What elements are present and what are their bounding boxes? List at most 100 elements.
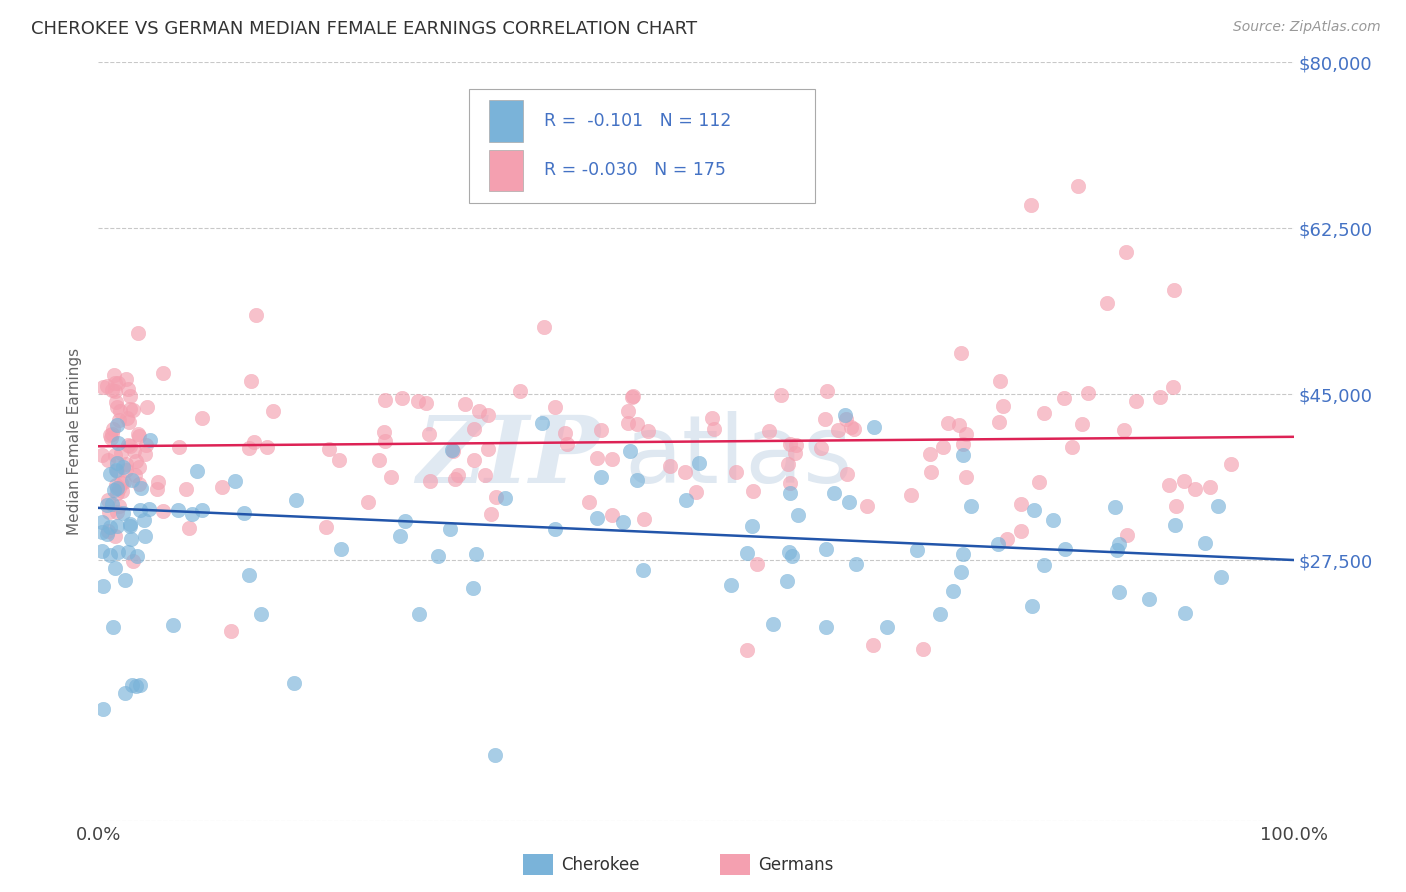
Point (91, 701, 114, 715)
Text: Source: ZipAtlas.com: Source: ZipAtlas.com (1233, 20, 1381, 34)
Point (108, 481, 131, 495)
Point (586, 511, 609, 525)
Text: Germans: Germans (758, 855, 834, 873)
Point (391, 391, 413, 405)
Point (950, 565, 973, 579)
Point (675, 493, 697, 508)
Point (122, 444, 145, 458)
Point (394, 514, 416, 528)
Point (318, 442, 340, 456)
FancyBboxPatch shape (489, 150, 523, 191)
Point (96, 378, 118, 392)
Point (128, 476, 150, 491)
Point (463, 453, 485, 467)
Point (98, 427, 121, 442)
Point (845, 557, 868, 571)
Point (128, 503, 150, 517)
Point (389, 529, 412, 543)
Point (485, 490, 508, 504)
Point (315, 520, 337, 534)
Point (591, 469, 613, 483)
Point (1163, 283, 1185, 297)
Point (368, 453, 391, 467)
Point (97, 505, 120, 519)
Point (453, 397, 475, 411)
Point (443, 472, 465, 486)
Point (415, 396, 437, 410)
Point (374, 392, 396, 407)
Point (146, 475, 169, 489)
Point (912, 642, 935, 657)
Point (167, 441, 190, 455)
Point (578, 495, 600, 509)
Point (758, 424, 780, 438)
Point (1115, 244, 1137, 259)
Point (112, 475, 135, 489)
Point (100, 427, 122, 442)
FancyBboxPatch shape (470, 89, 815, 202)
Point (700, 411, 723, 425)
Point (589, 423, 612, 437)
Point (128, 460, 150, 475)
Point (810, 441, 832, 455)
Point (827, 423, 849, 437)
Point (111, 460, 134, 475)
Point (1173, 474, 1195, 488)
Point (688, 456, 710, 470)
Point (814, 412, 837, 426)
Point (1104, 500, 1126, 514)
Point (162, 618, 184, 632)
Point (1184, 482, 1206, 496)
Point (181, 508, 204, 522)
Point (283, 676, 305, 690)
Point (626, 473, 648, 487)
Point (91, 579, 114, 593)
Point (1095, 296, 1118, 310)
Point (441, 444, 464, 458)
Point (284, 492, 307, 507)
Point (1077, 386, 1099, 401)
FancyBboxPatch shape (523, 854, 553, 875)
Point (780, 549, 803, 563)
Point (121, 473, 143, 487)
Point (104, 448, 127, 462)
Point (105, 477, 128, 491)
Point (464, 547, 486, 561)
Point (855, 500, 877, 514)
Point (685, 484, 707, 499)
Point (474, 468, 496, 483)
Point (120, 439, 142, 453)
Point (815, 384, 838, 398)
Point (1019, 197, 1042, 211)
Point (129, 678, 152, 692)
Point (103, 620, 125, 634)
Point (1211, 570, 1233, 584)
Point (725, 465, 748, 479)
Point (735, 643, 758, 657)
Point (111, 484, 134, 499)
Point (839, 420, 862, 434)
Point (238, 567, 260, 582)
Point (786, 508, 808, 523)
Point (747, 557, 769, 571)
Point (374, 434, 396, 449)
Point (1054, 542, 1077, 557)
Point (108, 499, 131, 513)
Point (427, 549, 450, 563)
Point (720, 578, 742, 592)
Point (1198, 479, 1220, 493)
Point (97, 452, 120, 467)
Point (125, 454, 148, 468)
Point (633, 512, 655, 526)
Point (98, 548, 121, 562)
Point (232, 506, 254, 520)
Point (1114, 423, 1136, 437)
Point (114, 574, 136, 588)
Point (621, 389, 644, 403)
Point (1028, 475, 1050, 489)
Point (104, 561, 127, 575)
Point (838, 495, 860, 509)
Point (1053, 391, 1076, 405)
FancyBboxPatch shape (720, 854, 749, 875)
Point (862, 638, 884, 652)
